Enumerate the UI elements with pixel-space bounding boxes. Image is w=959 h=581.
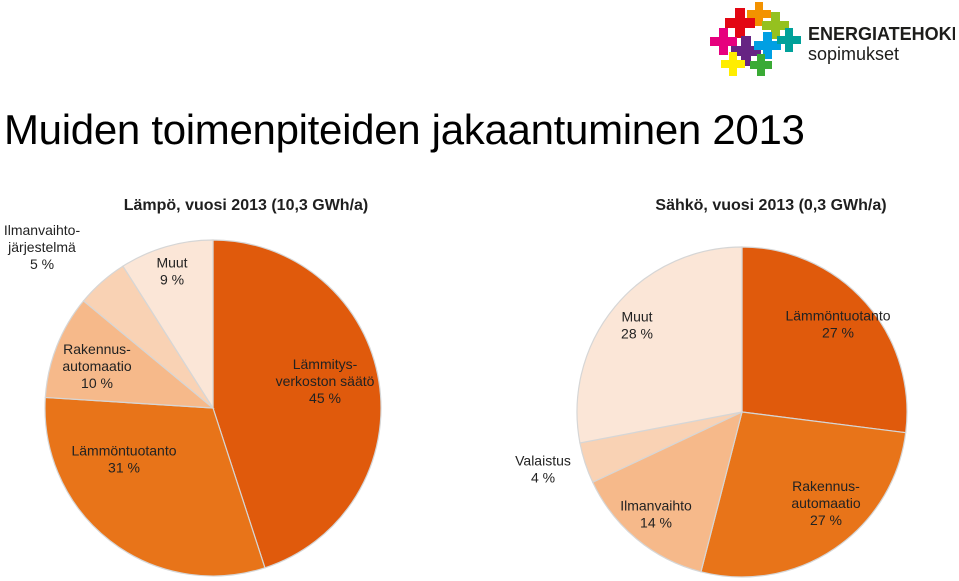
slice-label: Rakennus-automaatio 10 % bbox=[62, 341, 131, 391]
energiatehokkuus-logo: ENERGIATEHOKKUUS- sopimukset bbox=[710, 2, 955, 76]
slice-label: Ilmanvaihto-järjestelmä 5 % bbox=[4, 222, 81, 272]
slice-label: Valaistus 4 % bbox=[515, 453, 571, 486]
slice-label: Muut 28 % bbox=[621, 309, 653, 342]
pie-slice bbox=[741, 246, 908, 434]
page-title: Muiden toimenpiteiden jakaantuminen 2013 bbox=[4, 106, 805, 153]
pie-chart-sahko: Lämmöntuotanto 27 % Rakennus-automaatio 27 … bbox=[515, 246, 908, 578]
chart-title-lampo: Lämpö, vuosi 2013 (10,3 GWh/a) bbox=[124, 197, 369, 214]
slice-label: Muut 9 % bbox=[156, 255, 187, 288]
logo-crosses-icon bbox=[710, 2, 801, 76]
slice-label: Rakennus-automaatio 27 % bbox=[791, 478, 860, 528]
pie-slice bbox=[44, 396, 266, 577]
logo-line-2: sopimukset bbox=[808, 44, 899, 64]
slice-label: Ilmanvaihto 14 % bbox=[620, 498, 692, 531]
slice-label: Lämmöntuotanto 27 % bbox=[785, 308, 890, 341]
pie-slice bbox=[122, 239, 214, 411]
chart-title-sahko: Sähkö, vuosi 2013 (0,3 GWh/a) bbox=[655, 197, 886, 214]
pie-chart-lampo: Lämmitys-verkoston säätö 45 % Lämmöntuotan… bbox=[4, 222, 382, 577]
pie-slice bbox=[700, 411, 907, 578]
pie-slice bbox=[212, 239, 382, 569]
slice-label: Lämmitys-verkoston säätö 45 % bbox=[276, 356, 375, 406]
logo-line-1: ENERGIATEHOKKUUS- bbox=[808, 24, 955, 44]
slice-label: Lämmöntuotanto 31 % bbox=[71, 443, 176, 476]
pie-slice bbox=[591, 410, 743, 573]
pie-slice bbox=[44, 300, 215, 409]
pie-slice bbox=[576, 246, 743, 444]
